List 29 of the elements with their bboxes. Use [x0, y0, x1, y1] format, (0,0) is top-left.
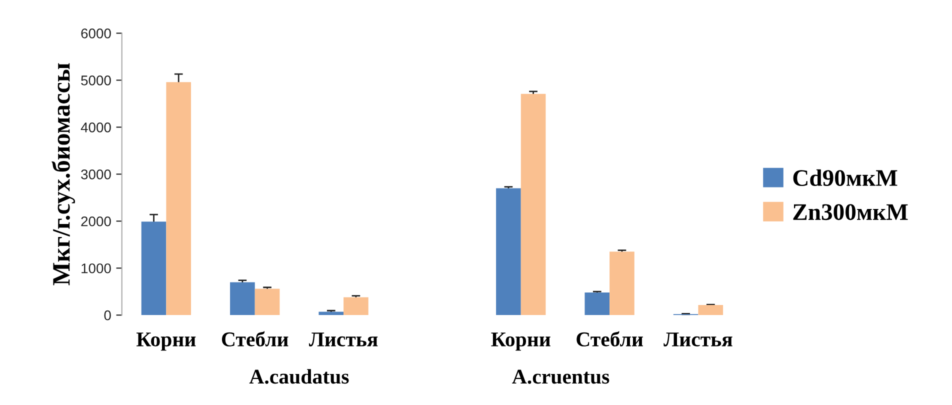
bar: [254, 288, 280, 316]
text: A.caudatus: [249, 369, 349, 384]
bar: [584, 292, 610, 316]
bar: [520, 94, 546, 316]
x-tick-label: Стебли: [222, 331, 288, 346]
legend-label: Zn300мкМ: [793, 204, 908, 220]
x-tick-label: Листья: [664, 332, 732, 346]
legend-label: Cd90мкМ: [793, 169, 898, 186]
bar: [166, 82, 192, 316]
y-tick-label: 0: [104, 310, 111, 320]
y-tick-label: 5000: [81, 76, 111, 86]
bar: [141, 222, 166, 316]
bar: [344, 297, 368, 316]
text: A.cruentus: [512, 370, 610, 384]
y-tick-label: 6000: [81, 28, 111, 38]
y-tick-label: 4000: [80, 122, 111, 132]
y-axis-title: Мкг/г.сух.биомассы: [52, 63, 75, 286]
bar: [230, 282, 255, 316]
bar: [610, 252, 634, 316]
x-tick-label: Листья: [308, 332, 378, 346]
y-tick-label: 3000: [81, 169, 111, 180]
x-tick-label: Корни: [136, 332, 196, 351]
x-tick-label: Стебли: [576, 331, 643, 346]
bar: [496, 188, 521, 316]
y-tick-label: 2000: [81, 216, 111, 226]
y-tick-label: 1000: [82, 263, 111, 274]
x-tick-label: Корни: [491, 332, 550, 351]
bar: [698, 304, 724, 316]
bar: [318, 312, 344, 316]
